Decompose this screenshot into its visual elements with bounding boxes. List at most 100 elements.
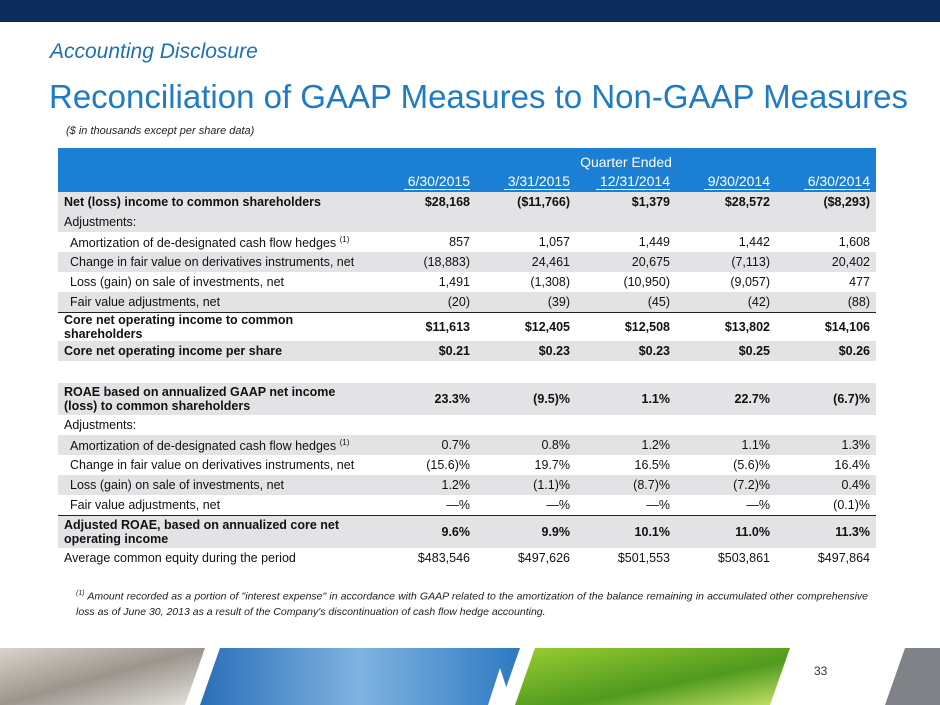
label-text: Amortization of de-designated cash flow … <box>70 236 337 251</box>
top-bar <box>0 0 940 22</box>
value-cell: (10,950) <box>623 275 670 289</box>
value-cell: 10.1% <box>576 515 676 548</box>
label-text: Core net operating income to common shar… <box>64 313 294 341</box>
empty-cell <box>476 415 576 435</box>
value-cell: 22.7% <box>676 383 776 415</box>
row-label: Change in fair value on derivatives inst… <box>58 252 376 272</box>
value-cell: (18,883) <box>376 252 476 272</box>
value-cell: $28,168 <box>376 192 476 212</box>
row-label: Core net operating income to common shar… <box>58 312 376 341</box>
column-header: 6/30/2015 <box>376 170 476 192</box>
label-text: Core net operating income per share <box>64 344 283 358</box>
table-row: Net (loss) income to common shareholders… <box>58 192 876 212</box>
table-row: Core net operating income to common shar… <box>58 312 876 341</box>
value-cell: $14,106 <box>776 312 876 341</box>
value-cell: 1,449 <box>638 235 670 249</box>
value-cell: 0.4% <box>776 475 876 495</box>
value-cell: —% <box>746 498 770 512</box>
row-label: Average common equity during the period <box>58 548 376 568</box>
note-marker: (1) <box>339 235 350 245</box>
value-cell: (15.6)% <box>426 458 470 472</box>
value-cell: ($8,293) <box>776 192 876 212</box>
value-cell: (7,113) <box>676 252 776 272</box>
value-cell: (8.7)% <box>576 475 676 495</box>
row-label: Adjustments: <box>58 415 376 435</box>
value-cell: 9.6% <box>376 515 476 548</box>
value-cell: —% <box>446 498 470 512</box>
value-cell: (39) <box>476 292 576 313</box>
value-cell: $0.25 <box>676 341 776 361</box>
rope-image <box>0 648 205 705</box>
value-cell: (0.1)% <box>833 498 870 512</box>
note-marker: (1) <box>339 438 350 448</box>
table-row: Fair value adjustments, net (20) (39) (45)(… <box>58 292 876 313</box>
empty-cell <box>576 212 676 232</box>
table-row: Change in fair value on derivatives inst… <box>58 455 876 475</box>
column-header: 6/30/2014 <box>776 170 876 192</box>
label-text: Adjusted ROAE, based on annualized core … <box>64 518 340 546</box>
value-cell: 1.2% <box>576 435 676 455</box>
empty-cell <box>676 415 776 435</box>
empty-cell <box>576 415 676 435</box>
label-text: Adjustments: <box>64 215 137 229</box>
table-row: Change in fair value on derivatives inst… <box>58 252 876 272</box>
value-cell: 1,491 <box>438 275 470 289</box>
value-cell: 857 <box>449 235 470 249</box>
row-label: Amortization of de-designated cash flow … <box>58 232 376 252</box>
value-cell: $497,626 <box>517 551 570 565</box>
footnote-text: Amount recorded as a portion of "interes… <box>76 590 869 618</box>
table-row: Amortization of de-designated cash flow … <box>58 232 876 252</box>
column-date: 6/30/2015 <box>403 173 470 190</box>
value-cell: $503,861 <box>717 551 770 565</box>
value-cell: (1,308) <box>530 275 570 289</box>
value-cell: 19.7% <box>534 458 570 472</box>
value-cell: 1.1% <box>576 383 676 415</box>
value-cell: 11.0% <box>676 515 776 548</box>
value-cell: $1,379 <box>576 192 676 212</box>
value-cell: ($11,766) <box>476 192 576 212</box>
row-label: Net (loss) income to common shareholders <box>58 192 376 212</box>
table-row: Adjusted ROAE, based on annualized core … <box>58 515 876 548</box>
photo-strip <box>0 648 940 705</box>
label-text: Fair value adjustments, net <box>70 498 221 512</box>
empty-cell <box>776 415 876 435</box>
empty-cell <box>776 212 876 232</box>
empty-cell <box>676 212 776 232</box>
sky-image <box>200 648 520 705</box>
value-cell: 20,402 <box>776 252 876 272</box>
value-cell: (7.2)% <box>676 475 776 495</box>
value-cell: (20) <box>376 292 476 313</box>
value-cell: (6.7)% <box>776 383 876 415</box>
row-label: Amortization of de-designated cash flow … <box>58 435 376 455</box>
value-cell: $483,546 <box>417 551 470 565</box>
label-text: Net (loss) income to common shareholders <box>64 195 321 209</box>
value-cell: (9,057) <box>730 275 770 289</box>
value-cell: $497,864 <box>817 551 870 565</box>
value-cell: —% <box>646 498 670 512</box>
row-label: Loss (gain) on sale of investments, net <box>58 475 376 495</box>
footnote-marker: (1) <box>76 590 85 597</box>
value-cell: 1.2% <box>376 475 476 495</box>
value-cell: (88) <box>776 292 876 313</box>
label-text: ROAE based on annualized GAAP net income… <box>64 385 336 413</box>
value-cell: (5.6)% <box>733 458 770 472</box>
row-label: Loss (gain) on sale of investments, net <box>58 272 376 292</box>
footnote: (1) Amount recorded as a portion of "int… <box>76 586 868 620</box>
label-text: Change in fair value on derivatives inst… <box>70 255 355 269</box>
column-header: 9/30/2014 <box>676 170 776 192</box>
label-text: Loss (gain) on sale of investments, net <box>70 275 285 289</box>
column-header: 12/31/2014 <box>576 170 676 192</box>
arrow-divider <box>488 668 512 705</box>
empty-cell <box>376 212 476 232</box>
value-cell: $0.23 <box>476 341 576 361</box>
row-label: Fair value adjustments, net <box>58 495 376 516</box>
value-cell: $501,553 <box>617 551 670 565</box>
label-text: Average common equity during the period <box>64 551 296 565</box>
value-cell: (9.5)% <box>476 383 576 415</box>
row-label: Core net operating income per share <box>58 341 376 361</box>
label-text: Loss (gain) on sale of investments, net <box>70 478 285 492</box>
table-row: Core net operating income per share $0.21… <box>58 341 876 361</box>
reconciliation-table: Quarter Ended 6/30/2015 3/31/2015 12/31/20… <box>58 148 876 568</box>
value-cell: 0.8% <box>476 435 576 455</box>
column-date: 6/30/2014 <box>803 173 870 190</box>
